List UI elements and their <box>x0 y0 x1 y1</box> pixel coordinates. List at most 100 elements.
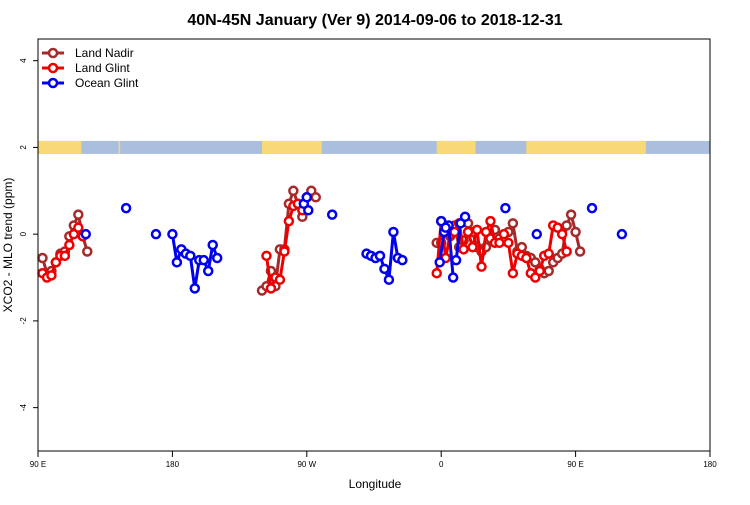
data-point-land-glint <box>274 274 286 285</box>
data-point-land-glint <box>507 267 519 279</box>
land-ocean-mask-band <box>38 140 710 154</box>
data-point-ocean-glint <box>171 257 183 268</box>
x-tick-label: 0 <box>439 460 444 469</box>
y-tick-label: 0 <box>19 231 28 236</box>
data-point-ocean-glint <box>198 254 210 266</box>
x-axis-label: Longitude <box>349 477 402 491</box>
mask-land-segment <box>118 140 121 154</box>
mask-land-segment <box>436 140 476 154</box>
data-point-ocean-glint <box>447 272 459 283</box>
data-point-ocean-glint <box>207 239 218 251</box>
data-point-land-glint <box>480 226 492 238</box>
data-point-land-glint <box>543 248 554 259</box>
data-point-ocean-glint <box>500 202 511 214</box>
plot-frame <box>37 38 711 452</box>
data-point-ocean-glint <box>586 202 598 214</box>
data-point-ocean-glint <box>434 257 445 268</box>
data-point-land-glint <box>458 244 469 255</box>
data-point-ocean-glint <box>202 265 214 277</box>
data-point-ocean-glint <box>120 202 132 214</box>
data-point-ocean-glint <box>388 226 399 238</box>
y-axis-label: XCO2 - MLO trend (ppm) <box>1 178 15 313</box>
y-tick-label: -4 <box>19 404 28 412</box>
legend-label: Land Glint <box>75 61 130 75</box>
data-point-land-glint <box>534 265 546 277</box>
data-point-ocean-glint <box>383 274 395 285</box>
data-point-land-glint <box>59 250 71 262</box>
data-point-ocean-glint <box>189 283 201 294</box>
data-point-land-glint <box>503 237 514 249</box>
data-point-land-glint <box>279 246 290 257</box>
data-point-land-glint <box>261 250 272 262</box>
y-tick-label: -2 <box>19 317 28 325</box>
chart-title: 40N-45N January (Ver 9) 2014-09-06 to 20… <box>187 12 562 29</box>
data-point-ocean-glint <box>616 228 628 240</box>
data-point-land-glint <box>556 228 568 240</box>
x-tick-label: 90 E <box>567 460 583 469</box>
data-point-land-glint <box>471 224 483 236</box>
x-tick-label: 90 W <box>297 460 316 469</box>
legend-swatch-marker <box>47 62 59 74</box>
mask-land-segment <box>38 140 82 154</box>
data-point-land-glint <box>283 215 295 227</box>
data-point-ocean-glint <box>326 209 338 220</box>
x-tick-label: 90 E <box>30 460 46 469</box>
data-point-ocean-glint <box>80 228 92 240</box>
x-tick-label: 180 <box>166 460 180 469</box>
series-ocean-glint <box>80 192 628 294</box>
data-point-land-glint <box>521 252 532 264</box>
legend-item-land-glint: Land Glint <box>42 61 130 75</box>
data-point-land-nadir <box>507 218 519 229</box>
data-point-ocean-glint <box>301 192 313 203</box>
x-axis: 90 E 180 90 W 0 90 E 180 <box>30 451 717 469</box>
data-point-ocean-glint <box>167 228 178 240</box>
data-point-land-glint <box>498 228 510 240</box>
data-point-land-glint <box>431 267 442 279</box>
data-point-ocean-glint <box>397 254 408 266</box>
data-point-land-glint <box>476 261 487 272</box>
mask-land-segment <box>262 140 322 154</box>
x-tick-label: 180 <box>703 460 717 469</box>
data-point-land-nadir <box>570 226 581 238</box>
data-point-land-glint <box>46 270 57 281</box>
data-point-ocean-glint <box>459 211 471 223</box>
data-point-land-nadir <box>543 265 554 277</box>
y-tick-label: 2 <box>19 145 28 150</box>
data-point-land-glint <box>485 215 496 227</box>
data-point-land-nadir <box>565 209 577 220</box>
data-point-land-glint <box>265 283 277 294</box>
mask-land-segment <box>526 140 646 154</box>
data-point-land-nadir <box>574 246 586 257</box>
data-point-ocean-glint <box>211 252 223 264</box>
legend-swatch-marker <box>47 47 59 59</box>
data-point-land-glint <box>462 226 474 238</box>
data-point-ocean-glint <box>150 228 162 240</box>
data-point-land-nadir <box>82 246 93 257</box>
data-point-ocean-glint <box>531 228 543 240</box>
legend-label: Ocean Glint <box>75 76 139 90</box>
data-point-ocean-glint <box>450 254 462 266</box>
data-point-land-glint <box>467 241 478 253</box>
data-point-land-glint <box>561 246 572 257</box>
data-point-land-nadir <box>37 252 48 264</box>
data-point-ocean-glint <box>185 250 196 262</box>
legend-swatch-marker <box>47 77 59 89</box>
data-point-land-nadir <box>310 192 322 203</box>
data-point-ocean-glint <box>379 263 390 275</box>
data-point-land-glint <box>64 239 75 251</box>
data-point-land-nadir <box>561 220 572 231</box>
series-group <box>37 185 628 296</box>
data-point-land-nadir <box>288 185 299 197</box>
data-point-ocean-glint <box>303 205 314 216</box>
data-point-ocean-glint <box>374 250 386 262</box>
legend-item-ocean-glint: Ocean Glint <box>42 76 139 90</box>
data-point-land-glint <box>494 237 505 249</box>
legend-label: Land Nadir <box>75 46 134 60</box>
data-point-land-glint <box>73 222 84 233</box>
data-point-land-nadir <box>73 209 84 220</box>
data-point-ocean-glint <box>440 222 451 233</box>
legend-item-land-nadir: Land Nadir <box>42 46 134 60</box>
